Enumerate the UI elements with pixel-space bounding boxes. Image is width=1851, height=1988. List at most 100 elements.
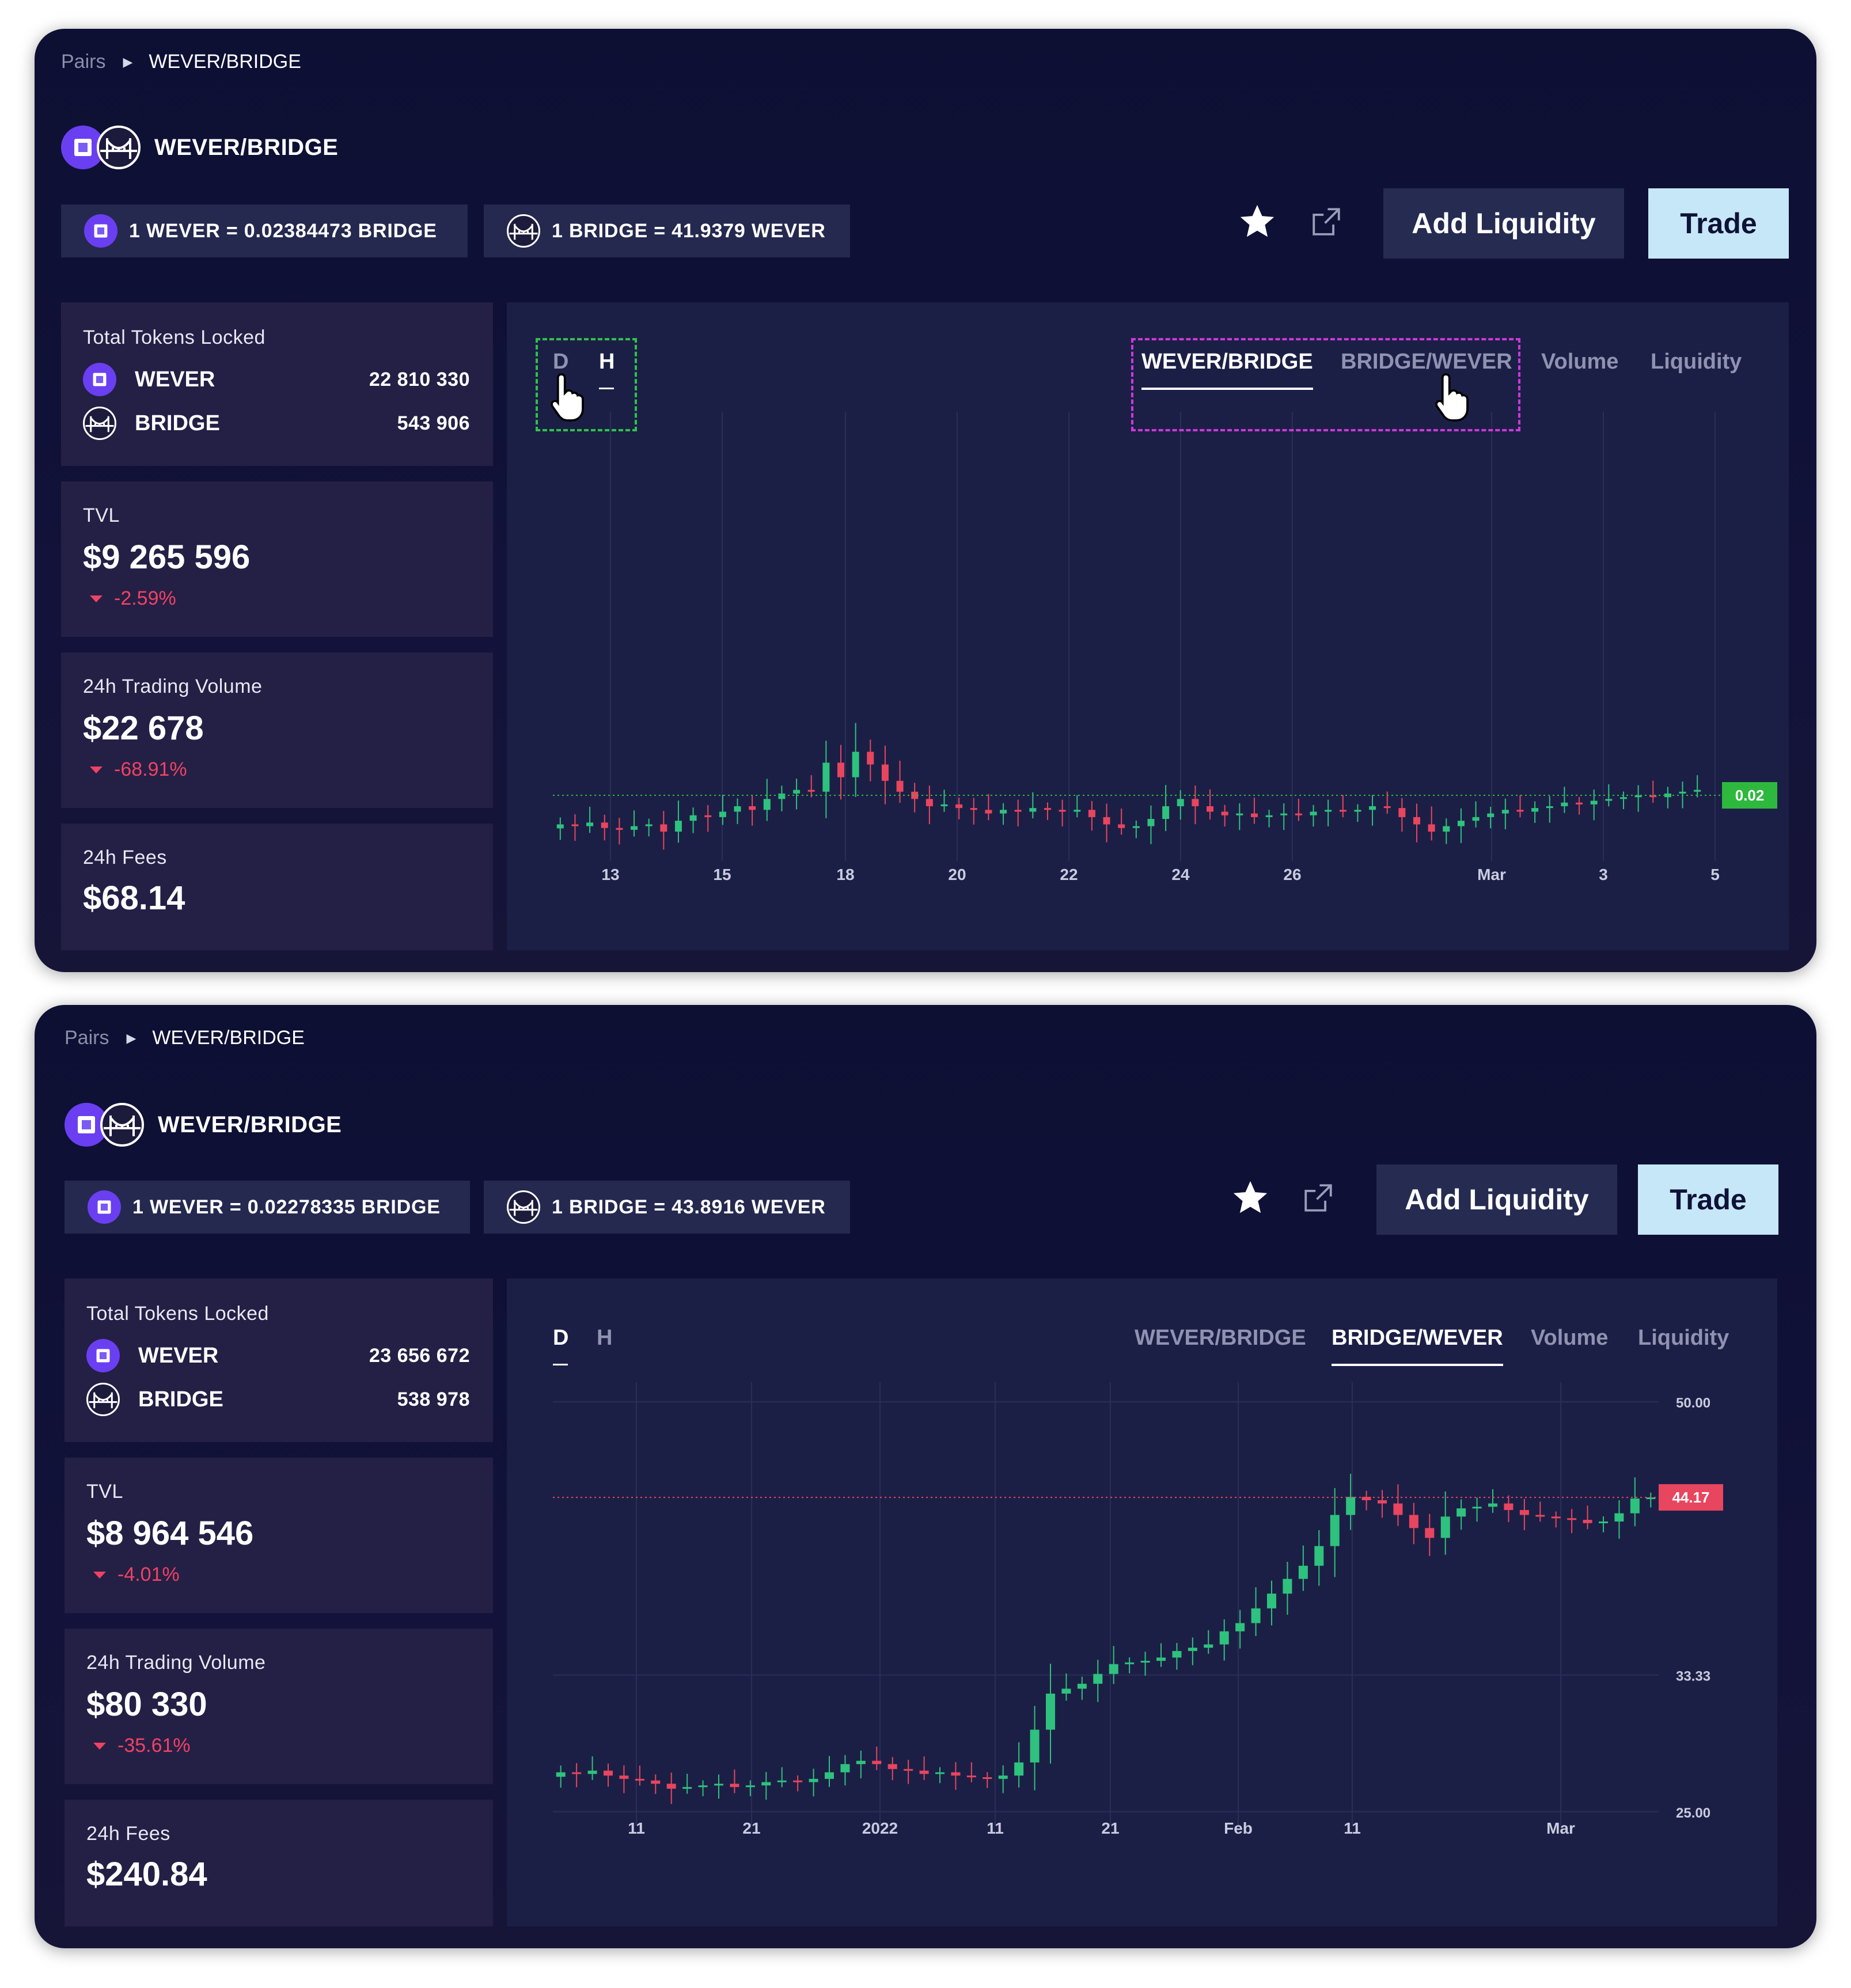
candle-body xyxy=(745,1785,755,1788)
chart-tab-bridge-wever[interactable]: BRIDGE/WEVER xyxy=(1341,350,1512,374)
chart-tab-volume[interactable]: Volume xyxy=(1541,350,1619,374)
candle-body xyxy=(911,791,919,799)
candle-body xyxy=(1551,1516,1561,1519)
candle-body xyxy=(1204,1644,1213,1648)
pair-header: WEVER/BRIDGE xyxy=(65,1103,342,1147)
candle-body xyxy=(1694,790,1701,792)
y-tick-label: 33.33 xyxy=(1676,1669,1710,1685)
chart-tab-volume[interactable]: Volume xyxy=(1531,1326,1609,1350)
highlight-timeframe-box xyxy=(536,338,637,431)
current-price-badge xyxy=(1659,1484,1723,1511)
token-row-wever: WEVER 23 656 672 xyxy=(86,1338,470,1373)
chart-tab-liquidity[interactable]: Liquidity xyxy=(1638,1326,1729,1350)
bridge-token-icon xyxy=(507,1190,540,1224)
candle-body xyxy=(1132,826,1140,828)
rate-bridge-wever-text: 1 BRIDGE = 43.8916 WEVER xyxy=(552,1196,826,1218)
pair-title: WEVER/BRIDGE xyxy=(158,1111,342,1137)
candle-body xyxy=(1236,813,1243,815)
x-tick-label: 5 xyxy=(1710,866,1720,883)
candle-body xyxy=(1531,808,1539,812)
candle-body xyxy=(955,804,963,809)
x-tick-label: 22 xyxy=(1060,866,1078,883)
candle-body xyxy=(1443,826,1450,832)
candle-body xyxy=(698,1785,708,1788)
chart-tab-wever-bridge[interactable]: WEVER/BRIDGE xyxy=(1135,1326,1306,1350)
x-tick-label: 18 xyxy=(836,866,854,883)
candle-body xyxy=(1504,1503,1514,1511)
x-tick-label: Mar xyxy=(1546,1819,1575,1837)
candle-body xyxy=(809,1778,818,1782)
candle-body xyxy=(1250,813,1258,817)
candle-body xyxy=(1546,806,1553,809)
x-tick-label: 20 xyxy=(948,866,966,883)
candle-body xyxy=(616,828,623,830)
external-link-icon[interactable] xyxy=(1302,1181,1335,1215)
trade-button[interactable]: Trade xyxy=(1648,188,1789,259)
candle-body xyxy=(778,793,786,799)
wever-token-icon xyxy=(86,1339,120,1372)
candle-body xyxy=(666,1784,676,1789)
candle-body xyxy=(935,1772,945,1774)
tvl-change-text: -2.59% xyxy=(114,587,176,609)
candle-body xyxy=(1093,1674,1103,1684)
candle-body xyxy=(714,1784,723,1786)
candle-body xyxy=(1409,1515,1418,1528)
token-amount: 543 906 xyxy=(397,412,470,434)
candle-body xyxy=(1074,810,1081,812)
wever-token-icon xyxy=(88,1190,121,1224)
add-liquidity-button[interactable]: Add Liquidity xyxy=(1376,1164,1617,1235)
timeframe-day-tab[interactable]: D xyxy=(553,1326,569,1350)
rate-bridge-wever: 1 BRIDGE = 43.8916 WEVER xyxy=(484,1181,850,1234)
chart-tab-wever-bridge[interactable]: WEVER/BRIDGE xyxy=(1141,350,1313,374)
timeframe-day-tab[interactable]: D xyxy=(553,350,569,374)
candle-body xyxy=(1605,799,1613,801)
token-amount: 538 978 xyxy=(397,1388,470,1410)
breadcrumb-pairs-link[interactable]: Pairs xyxy=(61,51,106,73)
x-tick-label: 11 xyxy=(628,1819,645,1837)
pair-panel-2: Pairs ▶ WEVER/BRIDGE WEVER/BRIDGE 1 WEVE… xyxy=(35,1005,1816,1948)
candle-body xyxy=(1561,802,1568,806)
chart-tab-liquidity[interactable]: Liquidity xyxy=(1651,350,1742,374)
chevron-right-icon: ▶ xyxy=(126,1030,136,1045)
breadcrumb-pairs-link[interactable]: Pairs xyxy=(65,1027,109,1049)
candle-body xyxy=(761,1782,771,1786)
chart-tab-bridge-wever[interactable]: BRIDGE/WEVER xyxy=(1332,1326,1503,1350)
candle-body xyxy=(556,1772,566,1777)
candle-body xyxy=(1103,817,1110,825)
fees-24h-label: 24h Fees xyxy=(86,1823,170,1845)
star-icon[interactable] xyxy=(1230,1178,1270,1218)
rate-wever-bridge-text: 1 WEVER = 0.02384473 BRIDGE xyxy=(129,219,437,242)
candle-body xyxy=(1310,811,1317,815)
candle-body xyxy=(926,799,933,806)
tvl-label: TVL xyxy=(86,1481,123,1503)
arrow-down-icon xyxy=(93,1742,106,1750)
chart-tab-active-underline xyxy=(1332,1364,1503,1366)
price-chart: 11 21 2022 11 21 Feb 11 Mar 50.00 33.33 25.00 44.17 xyxy=(553,1382,1723,1837)
candle-body xyxy=(674,821,682,832)
trade-button[interactable]: Trade xyxy=(1638,1164,1778,1235)
x-tick-label: 26 xyxy=(1283,866,1301,883)
candle-body xyxy=(940,804,948,806)
candle-body xyxy=(1061,1689,1071,1694)
x-tick-label: 11 xyxy=(987,1819,1004,1837)
token-row-wever: WEVER 22 810 330 xyxy=(83,362,470,397)
volume-change-text: -35.61% xyxy=(117,1735,191,1756)
candle-body xyxy=(645,824,653,826)
candle-body xyxy=(887,1764,897,1769)
candle-body xyxy=(1162,806,1170,819)
breadcrumb-current: WEVER/BRIDGE xyxy=(152,1027,305,1049)
timeframe-hour-tab[interactable]: H xyxy=(597,1326,613,1350)
add-liquidity-button[interactable]: Add Liquidity xyxy=(1383,188,1624,259)
external-link-icon[interactable] xyxy=(1310,205,1343,238)
candle-body xyxy=(881,764,889,781)
candle-body xyxy=(872,1761,882,1765)
timeframe-hour-tab[interactable]: H xyxy=(599,350,615,374)
candle-body xyxy=(572,1772,582,1774)
candle-body xyxy=(1361,1497,1371,1500)
wever-logo-icon xyxy=(61,126,105,169)
candle-body xyxy=(1177,799,1184,806)
candle-body xyxy=(1125,1662,1135,1664)
star-icon[interactable] xyxy=(1237,202,1277,242)
candle-body xyxy=(998,1775,1008,1779)
x-tick-label: 3 xyxy=(1599,866,1608,883)
